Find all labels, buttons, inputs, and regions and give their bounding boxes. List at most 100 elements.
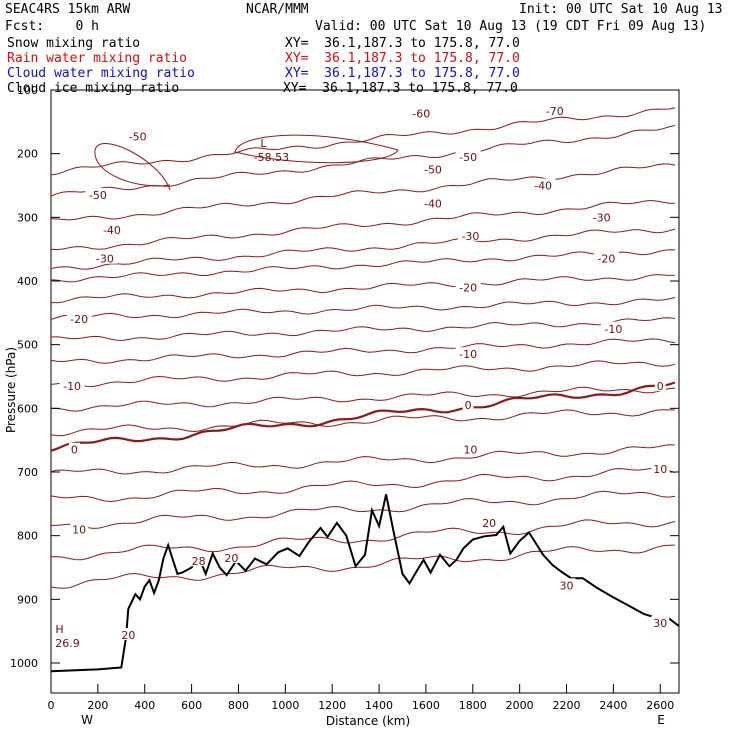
valid-time: Valid: 00 UTC Sat 10 Aug 13 (19 CDT Fri … bbox=[315, 19, 707, 34]
isotherm bbox=[50, 360, 676, 388]
isotherm bbox=[50, 199, 675, 251]
isotherm bbox=[50, 467, 676, 503]
x-tick-label: 0 bbox=[48, 699, 55, 712]
isotherm-lines bbox=[50, 107, 676, 589]
y-tick-label: 100 bbox=[17, 84, 38, 97]
contour-label-bg bbox=[66, 312, 92, 325]
field-cloudice-xy: XY= 36.1,187.3 to 175.8, 77.0 bbox=[283, 81, 518, 96]
contour-label-bg bbox=[457, 228, 483, 241]
field-rain-label: Rain water mixing ratio bbox=[7, 51, 188, 66]
contour-label: 10 bbox=[653, 463, 667, 476]
x-tick-label: 2200 bbox=[553, 699, 581, 712]
contour-label: -30 bbox=[593, 211, 611, 224]
contour-label: 10 bbox=[463, 444, 477, 457]
contour-label: -50 bbox=[424, 164, 442, 177]
y-tick-label: 600 bbox=[17, 402, 38, 415]
extremum-value: 26.9 bbox=[55, 637, 80, 650]
field-cloudice-label: Cloud ice mixing ratio bbox=[7, 81, 180, 96]
isotherm bbox=[50, 544, 676, 589]
contour-label: -70 bbox=[546, 105, 564, 118]
contour-label-bg bbox=[99, 223, 125, 236]
x-tick-label: 1800 bbox=[459, 699, 487, 712]
contour-label-bg bbox=[530, 178, 556, 191]
x-axis-end-left: W bbox=[81, 713, 93, 727]
isotherm bbox=[50, 249, 676, 283]
contour-label-bg bbox=[189, 554, 208, 567]
y-tick-label: 400 bbox=[17, 275, 38, 288]
field-snow-xy: XY= 36.1,187.3 to 175.8, 77.0 bbox=[285, 36, 520, 51]
y-axis-title: Pressure (hPa) bbox=[4, 347, 18, 433]
contour-label-bg bbox=[420, 162, 446, 175]
contour-label: -50 bbox=[129, 130, 147, 143]
x-axis-ticks: 0 200 400 600 800 1000 1200 1400 1600 1800 2000 220… bbox=[48, 684, 674, 712]
contour-label-bg bbox=[651, 615, 670, 628]
contour-label-bg bbox=[455, 347, 481, 360]
x-tick-label: 2600 bbox=[646, 699, 674, 712]
contour-label-bg bbox=[455, 280, 481, 293]
contour-label-bg bbox=[68, 442, 80, 455]
contour-label-bg bbox=[85, 188, 111, 201]
contour-label-bg bbox=[59, 379, 85, 392]
contour-label: -20 bbox=[459, 281, 477, 294]
contour-label-bg bbox=[651, 461, 670, 474]
low-contour-loop bbox=[234, 134, 399, 164]
contour-label-bg bbox=[455, 149, 481, 162]
y-tick-label: 1000 bbox=[10, 657, 38, 670]
contour-label: -60 bbox=[412, 108, 430, 121]
x-tick-label: 800 bbox=[228, 699, 249, 712]
isotherm bbox=[50, 274, 676, 304]
contour-label-bg bbox=[70, 522, 89, 535]
contour-label-bg bbox=[480, 515, 499, 528]
isotherm bbox=[50, 317, 676, 341]
contour-label-bg bbox=[125, 129, 151, 142]
y-tick-label: 500 bbox=[17, 339, 38, 352]
contour-label-bg bbox=[462, 398, 474, 411]
isotherm bbox=[50, 519, 676, 561]
low-contour-arc bbox=[94, 143, 171, 191]
contour-label-bg bbox=[654, 379, 666, 392]
field-rain-xy: XY= 36.1,187.3 to 175.8, 77.0 bbox=[285, 51, 520, 66]
contour-label-bg bbox=[589, 210, 615, 223]
isotherm bbox=[51, 490, 676, 529]
isotherm bbox=[50, 228, 676, 270]
extremum-letter: L bbox=[260, 137, 267, 150]
contour-label: 28 bbox=[192, 555, 206, 568]
contour-label: -50 bbox=[89, 189, 107, 202]
y-tick-label: 800 bbox=[17, 530, 38, 543]
contour-label: -20 bbox=[70, 313, 88, 326]
isotherm bbox=[50, 163, 676, 221]
x-tick-label: 1000 bbox=[271, 699, 299, 712]
contour-label: 30 bbox=[653, 617, 667, 630]
contour-label-bg bbox=[593, 251, 619, 264]
isotherm bbox=[50, 386, 676, 412]
contour-label-bg bbox=[542, 104, 568, 117]
contour-label: 20 bbox=[224, 552, 238, 565]
isotherm bbox=[50, 444, 676, 475]
contour-label-bg bbox=[461, 442, 480, 455]
contour-label: 0 bbox=[657, 380, 664, 393]
contour-label: -30 bbox=[96, 253, 114, 266]
contour-label: -30 bbox=[461, 230, 479, 243]
terrain-profile bbox=[50, 494, 680, 673]
extremum-value: -58.53 bbox=[254, 151, 289, 164]
contour-label-bg bbox=[119, 627, 138, 640]
x-tick-label: 1600 bbox=[412, 699, 440, 712]
x-tick-label: 600 bbox=[181, 699, 202, 712]
center-label: NCAR/MMM bbox=[246, 2, 309, 17]
y-tick-label: 700 bbox=[17, 466, 38, 479]
x-tick-label: 1200 bbox=[318, 699, 346, 712]
contour-label-bg bbox=[600, 321, 626, 334]
contour-label-bg bbox=[557, 578, 576, 591]
x-tick-label: 200 bbox=[87, 699, 108, 712]
plot-frame bbox=[50, 89, 680, 694]
x-tick-label: 1400 bbox=[365, 699, 393, 712]
x-tick-label: 2000 bbox=[506, 699, 534, 712]
contour-label: 20 bbox=[482, 517, 496, 530]
isotherm bbox=[50, 409, 676, 437]
isotherm bbox=[50, 381, 676, 452]
contour-label: 30 bbox=[560, 579, 574, 592]
contour-label-bg bbox=[222, 550, 241, 563]
contour-label: -40 bbox=[534, 180, 552, 193]
